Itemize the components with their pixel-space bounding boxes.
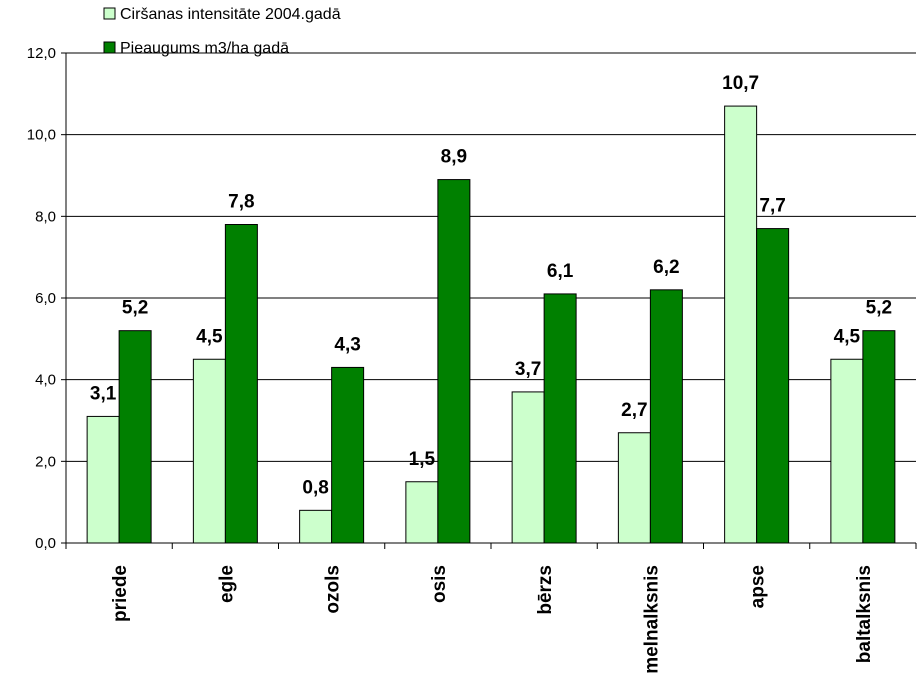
y-tick-label: 4,0: [35, 372, 56, 389]
x-tick-label: bērzs: [535, 565, 556, 615]
bar: [118, 330, 152, 544]
bar: [511, 391, 545, 544]
x-tick-label: osis: [429, 565, 450, 603]
bar: [756, 228, 790, 544]
bar: [830, 358, 864, 544]
data-label: 4,3: [334, 334, 360, 355]
data-label: 8,9: [441, 147, 467, 168]
data-label: 0,8: [302, 477, 328, 498]
legend: Ciršanas intensitāte 2004.gadā Pieaugums …: [103, 6, 341, 57]
x-tick-labels: priede egle ozols osis bērzs melnalksnis apse b…: [110, 565, 875, 674]
y-tick-label: 2,0: [35, 453, 56, 470]
bar: [224, 224, 258, 544]
y-tick-labels: 0,0 2,0 4,0 6,0 8,0 10,0 12,0: [27, 45, 56, 552]
y-tick-label: 12,0: [27, 45, 56, 62]
legend-swatch: [103, 41, 116, 54]
data-label: 3,1: [90, 383, 117, 404]
x-tick-label: egle: [216, 565, 237, 603]
y-tick-label: 0,0: [35, 535, 56, 552]
data-label: 6,2: [653, 257, 679, 278]
legend-swatch: [103, 7, 116, 20]
x-tick-label: priede: [110, 565, 131, 622]
data-labels: 3,15,24,57,80,84,31,58,93,76,12,76,210,7…: [90, 73, 892, 498]
axes: [61, 52, 917, 549]
y-tick-label: 6,0: [35, 290, 56, 307]
bar: [724, 105, 758, 544]
data-label: 5,2: [866, 298, 892, 319]
bar: [86, 415, 120, 544]
legend-label: Ciršanas intensitāte 2004.gadā: [120, 6, 341, 23]
x-tick-label: apse: [748, 565, 769, 608]
x-tick-label: melnalksnis: [641, 565, 662, 674]
data-label: 6,1: [547, 261, 574, 282]
bar: [299, 509, 333, 544]
data-label: 4,5: [196, 326, 223, 347]
y-tick-label: 10,0: [27, 127, 56, 144]
data-label: 10,7: [722, 73, 759, 94]
bar: [192, 358, 226, 544]
bar: [437, 179, 471, 544]
data-label: 2,7: [621, 400, 647, 421]
bar: [331, 366, 365, 544]
data-label: 7,8: [228, 192, 254, 213]
data-label: 7,7: [759, 196, 785, 217]
data-label: 4,5: [834, 326, 861, 347]
data-label: 5,2: [122, 298, 148, 319]
data-label: 1,5: [409, 449, 436, 470]
bar: [405, 481, 439, 544]
y-tick-label: 8,0: [35, 208, 56, 225]
data-label: 3,7: [515, 359, 541, 380]
bars: [86, 105, 896, 544]
legend-label: Pieaugums m3/ha gadā: [120, 40, 289, 57]
bar: [649, 289, 683, 544]
bar: [617, 432, 651, 544]
x-tick-label: ozols: [323, 565, 344, 614]
x-tick-label: baltalksnis: [854, 565, 875, 663]
bar: [862, 330, 896, 544]
bar: [543, 293, 577, 544]
